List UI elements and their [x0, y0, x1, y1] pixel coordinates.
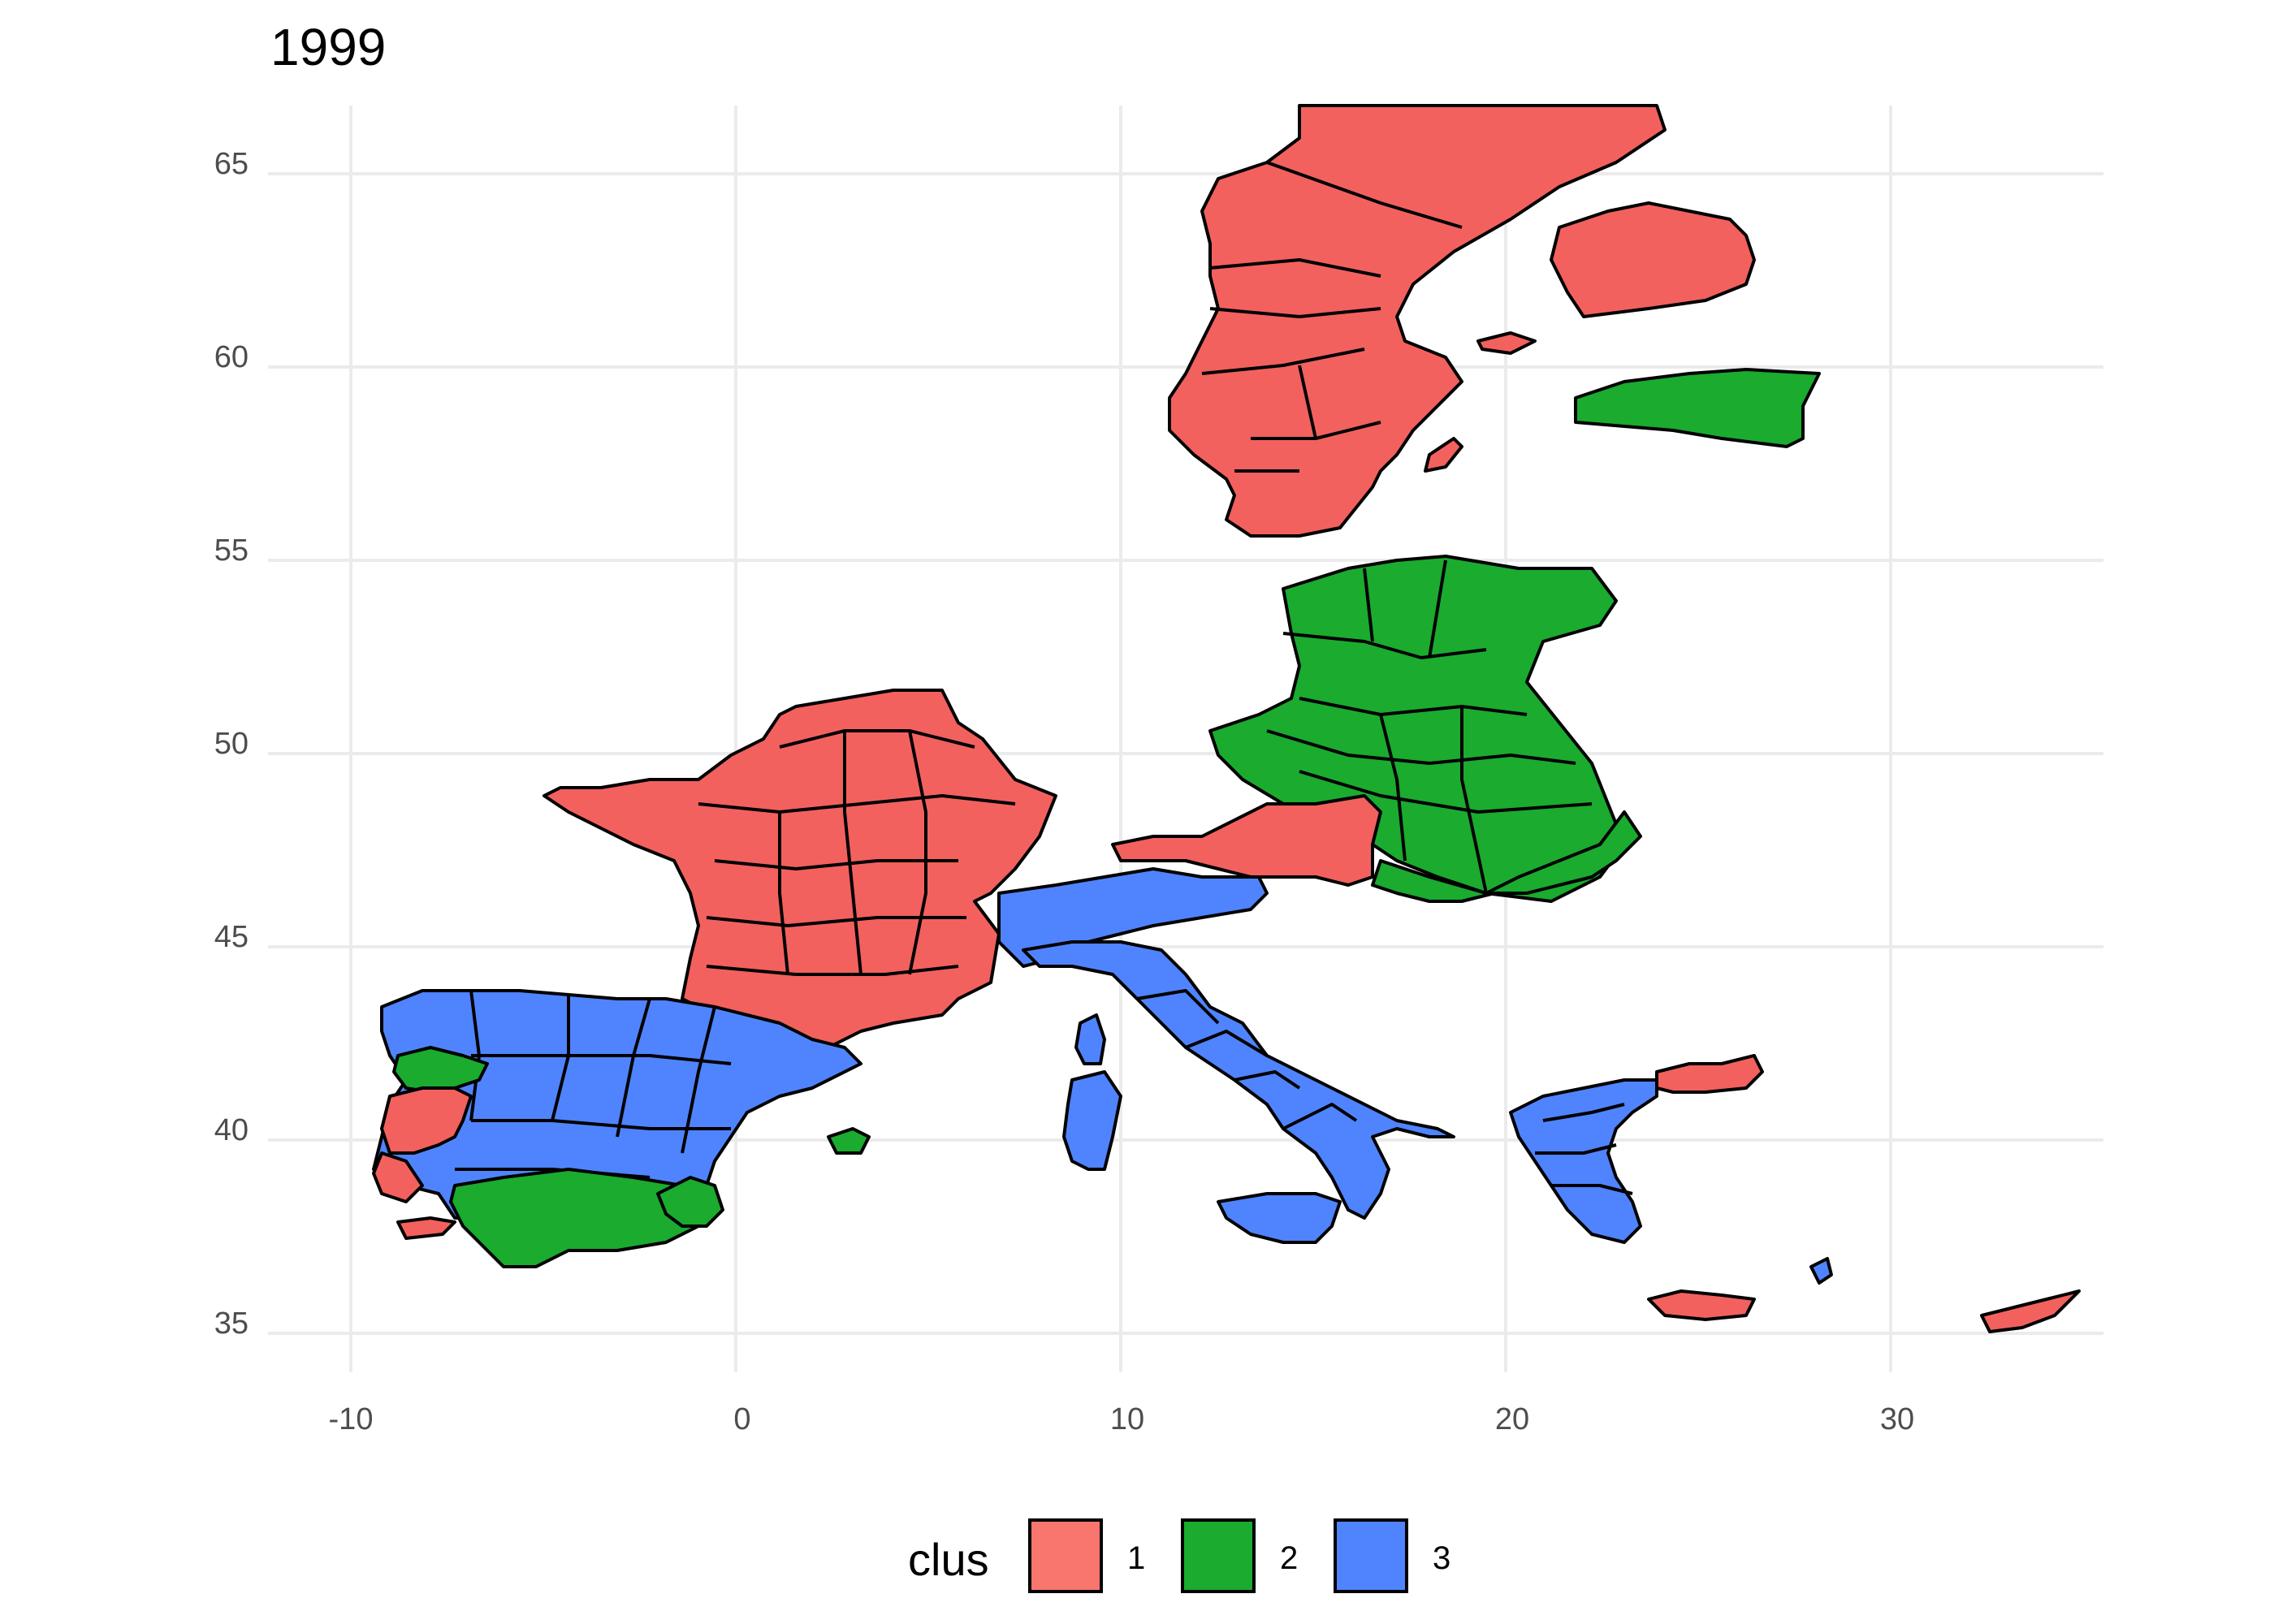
- x-tick-label: -10: [329, 1402, 374, 1436]
- legend-swatch-2: [1181, 1518, 1256, 1593]
- region-spain: [372, 989, 862, 1220]
- region-austria: [1111, 794, 1382, 887]
- legend-label-1: 1: [1127, 1540, 1145, 1576]
- legend-title: clus: [908, 1534, 989, 1585]
- region-murcia: [656, 1176, 724, 1228]
- region-rhodes: [1809, 1257, 1833, 1285]
- region-thrace: [1655, 1054, 1764, 1094]
- region-andalusia: [449, 1168, 708, 1268]
- region-borders-greece: [1535, 1103, 1633, 1195]
- x-tick-label: 0: [733, 1402, 750, 1436]
- y-tick-label: 50: [214, 727, 249, 761]
- region-borders-italy: [1136, 989, 1358, 1130]
- legend: clus 1 2 3: [908, 1518, 1450, 1593]
- x-tick-label: 30: [1880, 1402, 1914, 1436]
- region-estonia: [1574, 368, 1821, 448]
- x-tick-label: 20: [1495, 1402, 1529, 1436]
- axis-labels: -10 0 10 20 30 65 60 55 50 45 40 35: [214, 147, 1914, 1436]
- region-crete: [1647, 1289, 1756, 1321]
- region-portugal-north: [392, 1046, 489, 1094]
- region-corsica: [1074, 1013, 1106, 1065]
- legend-label-3: 3: [1433, 1540, 1450, 1576]
- y-tick-label: 35: [214, 1307, 249, 1341]
- y-tick-label: 60: [214, 340, 249, 374]
- legend-swatch-3: [1334, 1518, 1408, 1593]
- region-borders-sweden: [1201, 161, 1463, 473]
- region-borders-poland: [1266, 559, 1593, 894]
- legend-label-2: 2: [1280, 1540, 1298, 1576]
- x-tick-label: 10: [1110, 1402, 1144, 1436]
- y-tick-label: 40: [214, 1113, 249, 1147]
- region-hungary: [1371, 810, 1642, 903]
- y-tick-label: 55: [214, 533, 249, 568]
- region-cyprus: [1980, 1289, 2081, 1333]
- region-balearic: [827, 1127, 871, 1155]
- y-tick-label: 65: [214, 147, 249, 181]
- y-tick-label: 45: [214, 920, 249, 954]
- region-borders-france: [698, 729, 1016, 976]
- region-gotland: [1424, 437, 1463, 473]
- map-regions: [372, 104, 2081, 1333]
- region-greece: [1509, 1078, 1658, 1244]
- region-sardinia: [1062, 1070, 1122, 1171]
- region-sicily: [1217, 1192, 1342, 1244]
- region-portugal-south: [372, 1151, 424, 1203]
- legend-swatch-1: [1028, 1518, 1103, 1593]
- region-algarve: [396, 1216, 456, 1240]
- region-finland: [1550, 201, 1756, 318]
- region-portugal-center: [380, 1086, 473, 1155]
- region-borders-spain: [455, 990, 732, 1179]
- region-sweden: [1168, 104, 1667, 538]
- region-aland: [1476, 331, 1537, 355]
- map-title: 1999: [270, 18, 386, 76]
